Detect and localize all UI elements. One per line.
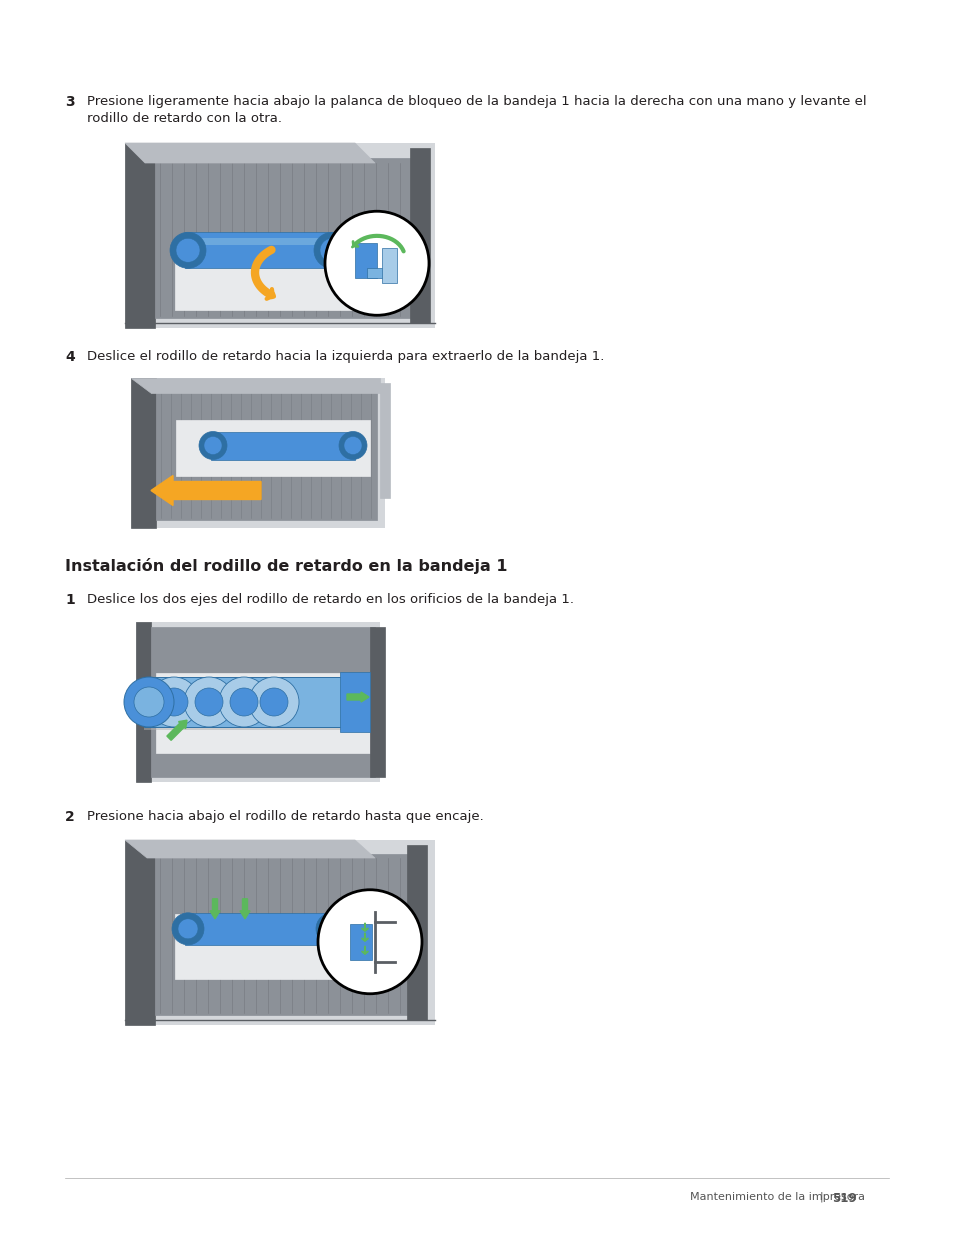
Circle shape: [322, 919, 341, 939]
Circle shape: [172, 913, 204, 945]
Polygon shape: [144, 677, 350, 727]
Polygon shape: [156, 673, 370, 753]
Circle shape: [344, 436, 361, 454]
Circle shape: [184, 677, 233, 727]
Polygon shape: [185, 238, 335, 246]
Text: Deslice los dos ejes del rodillo de retardo en los orificios de la bandeja 1.: Deslice los dos ejes del rodillo de reta…: [87, 593, 574, 606]
Polygon shape: [131, 378, 379, 393]
Polygon shape: [154, 853, 415, 1015]
Circle shape: [170, 232, 206, 268]
Text: Presione ligeramente hacia abajo la palanca de bloqueo de la bandeja 1 hacia la : Presione ligeramente hacia abajo la pala…: [87, 95, 865, 107]
FancyArrow shape: [210, 899, 220, 919]
Polygon shape: [185, 232, 335, 268]
Polygon shape: [410, 148, 430, 324]
FancyArrow shape: [167, 720, 187, 740]
Bar: [136, 622, 379, 782]
Text: rodillo de retardo con la otra.: rodillo de retardo con la otra.: [87, 112, 282, 125]
Bar: [131, 378, 385, 529]
Polygon shape: [355, 243, 376, 278]
Polygon shape: [125, 143, 375, 163]
Polygon shape: [125, 840, 375, 858]
Polygon shape: [367, 268, 392, 278]
Polygon shape: [174, 914, 345, 979]
Text: 3: 3: [65, 95, 74, 109]
Circle shape: [230, 688, 257, 716]
Text: |: |: [820, 1192, 822, 1203]
Text: Presione hacia abajo el rodillo de retardo hasta que encaje.: Presione hacia abajo el rodillo de retar…: [87, 810, 483, 823]
Circle shape: [260, 688, 288, 716]
Circle shape: [133, 687, 164, 718]
Polygon shape: [407, 845, 427, 1020]
Text: 519: 519: [831, 1192, 856, 1205]
Polygon shape: [339, 672, 370, 732]
Polygon shape: [175, 420, 370, 475]
Circle shape: [317, 889, 421, 994]
Polygon shape: [379, 383, 390, 498]
Circle shape: [319, 238, 344, 262]
FancyArrow shape: [240, 899, 250, 919]
Text: 1: 1: [65, 593, 74, 606]
Polygon shape: [151, 627, 375, 777]
Polygon shape: [125, 143, 154, 329]
Polygon shape: [131, 378, 156, 529]
Polygon shape: [136, 622, 151, 782]
Polygon shape: [125, 840, 154, 1025]
Bar: [125, 840, 435, 1025]
Text: 2: 2: [65, 810, 74, 824]
Polygon shape: [381, 248, 396, 283]
Polygon shape: [350, 924, 372, 960]
Text: Mantenimiento de la impresora: Mantenimiento de la impresora: [689, 1192, 864, 1202]
Circle shape: [325, 211, 429, 315]
Circle shape: [199, 431, 227, 459]
Circle shape: [175, 238, 200, 262]
Circle shape: [194, 688, 223, 716]
Circle shape: [124, 677, 173, 727]
FancyArrow shape: [151, 475, 261, 505]
Circle shape: [315, 913, 348, 945]
Circle shape: [149, 677, 199, 727]
Polygon shape: [144, 724, 350, 730]
Polygon shape: [211, 431, 355, 459]
Bar: [125, 143, 435, 329]
Circle shape: [160, 688, 188, 716]
Circle shape: [204, 436, 222, 454]
Polygon shape: [185, 913, 335, 945]
FancyArrow shape: [347, 692, 369, 701]
Text: 4: 4: [65, 350, 74, 364]
Circle shape: [338, 431, 367, 459]
Circle shape: [219, 677, 269, 727]
Polygon shape: [156, 390, 376, 520]
Polygon shape: [370, 627, 385, 777]
Circle shape: [249, 677, 298, 727]
Text: Deslice el rodillo de retardo hacia la izquierda para extraerlo de la bandeja 1.: Deslice el rodillo de retardo hacia la i…: [87, 350, 604, 363]
Polygon shape: [154, 158, 415, 317]
Circle shape: [314, 232, 350, 268]
Circle shape: [178, 919, 198, 939]
Polygon shape: [174, 245, 355, 310]
Text: Instalación del rodillo de retardo en la bandeja 1: Instalación del rodillo de retardo en la…: [65, 558, 507, 574]
